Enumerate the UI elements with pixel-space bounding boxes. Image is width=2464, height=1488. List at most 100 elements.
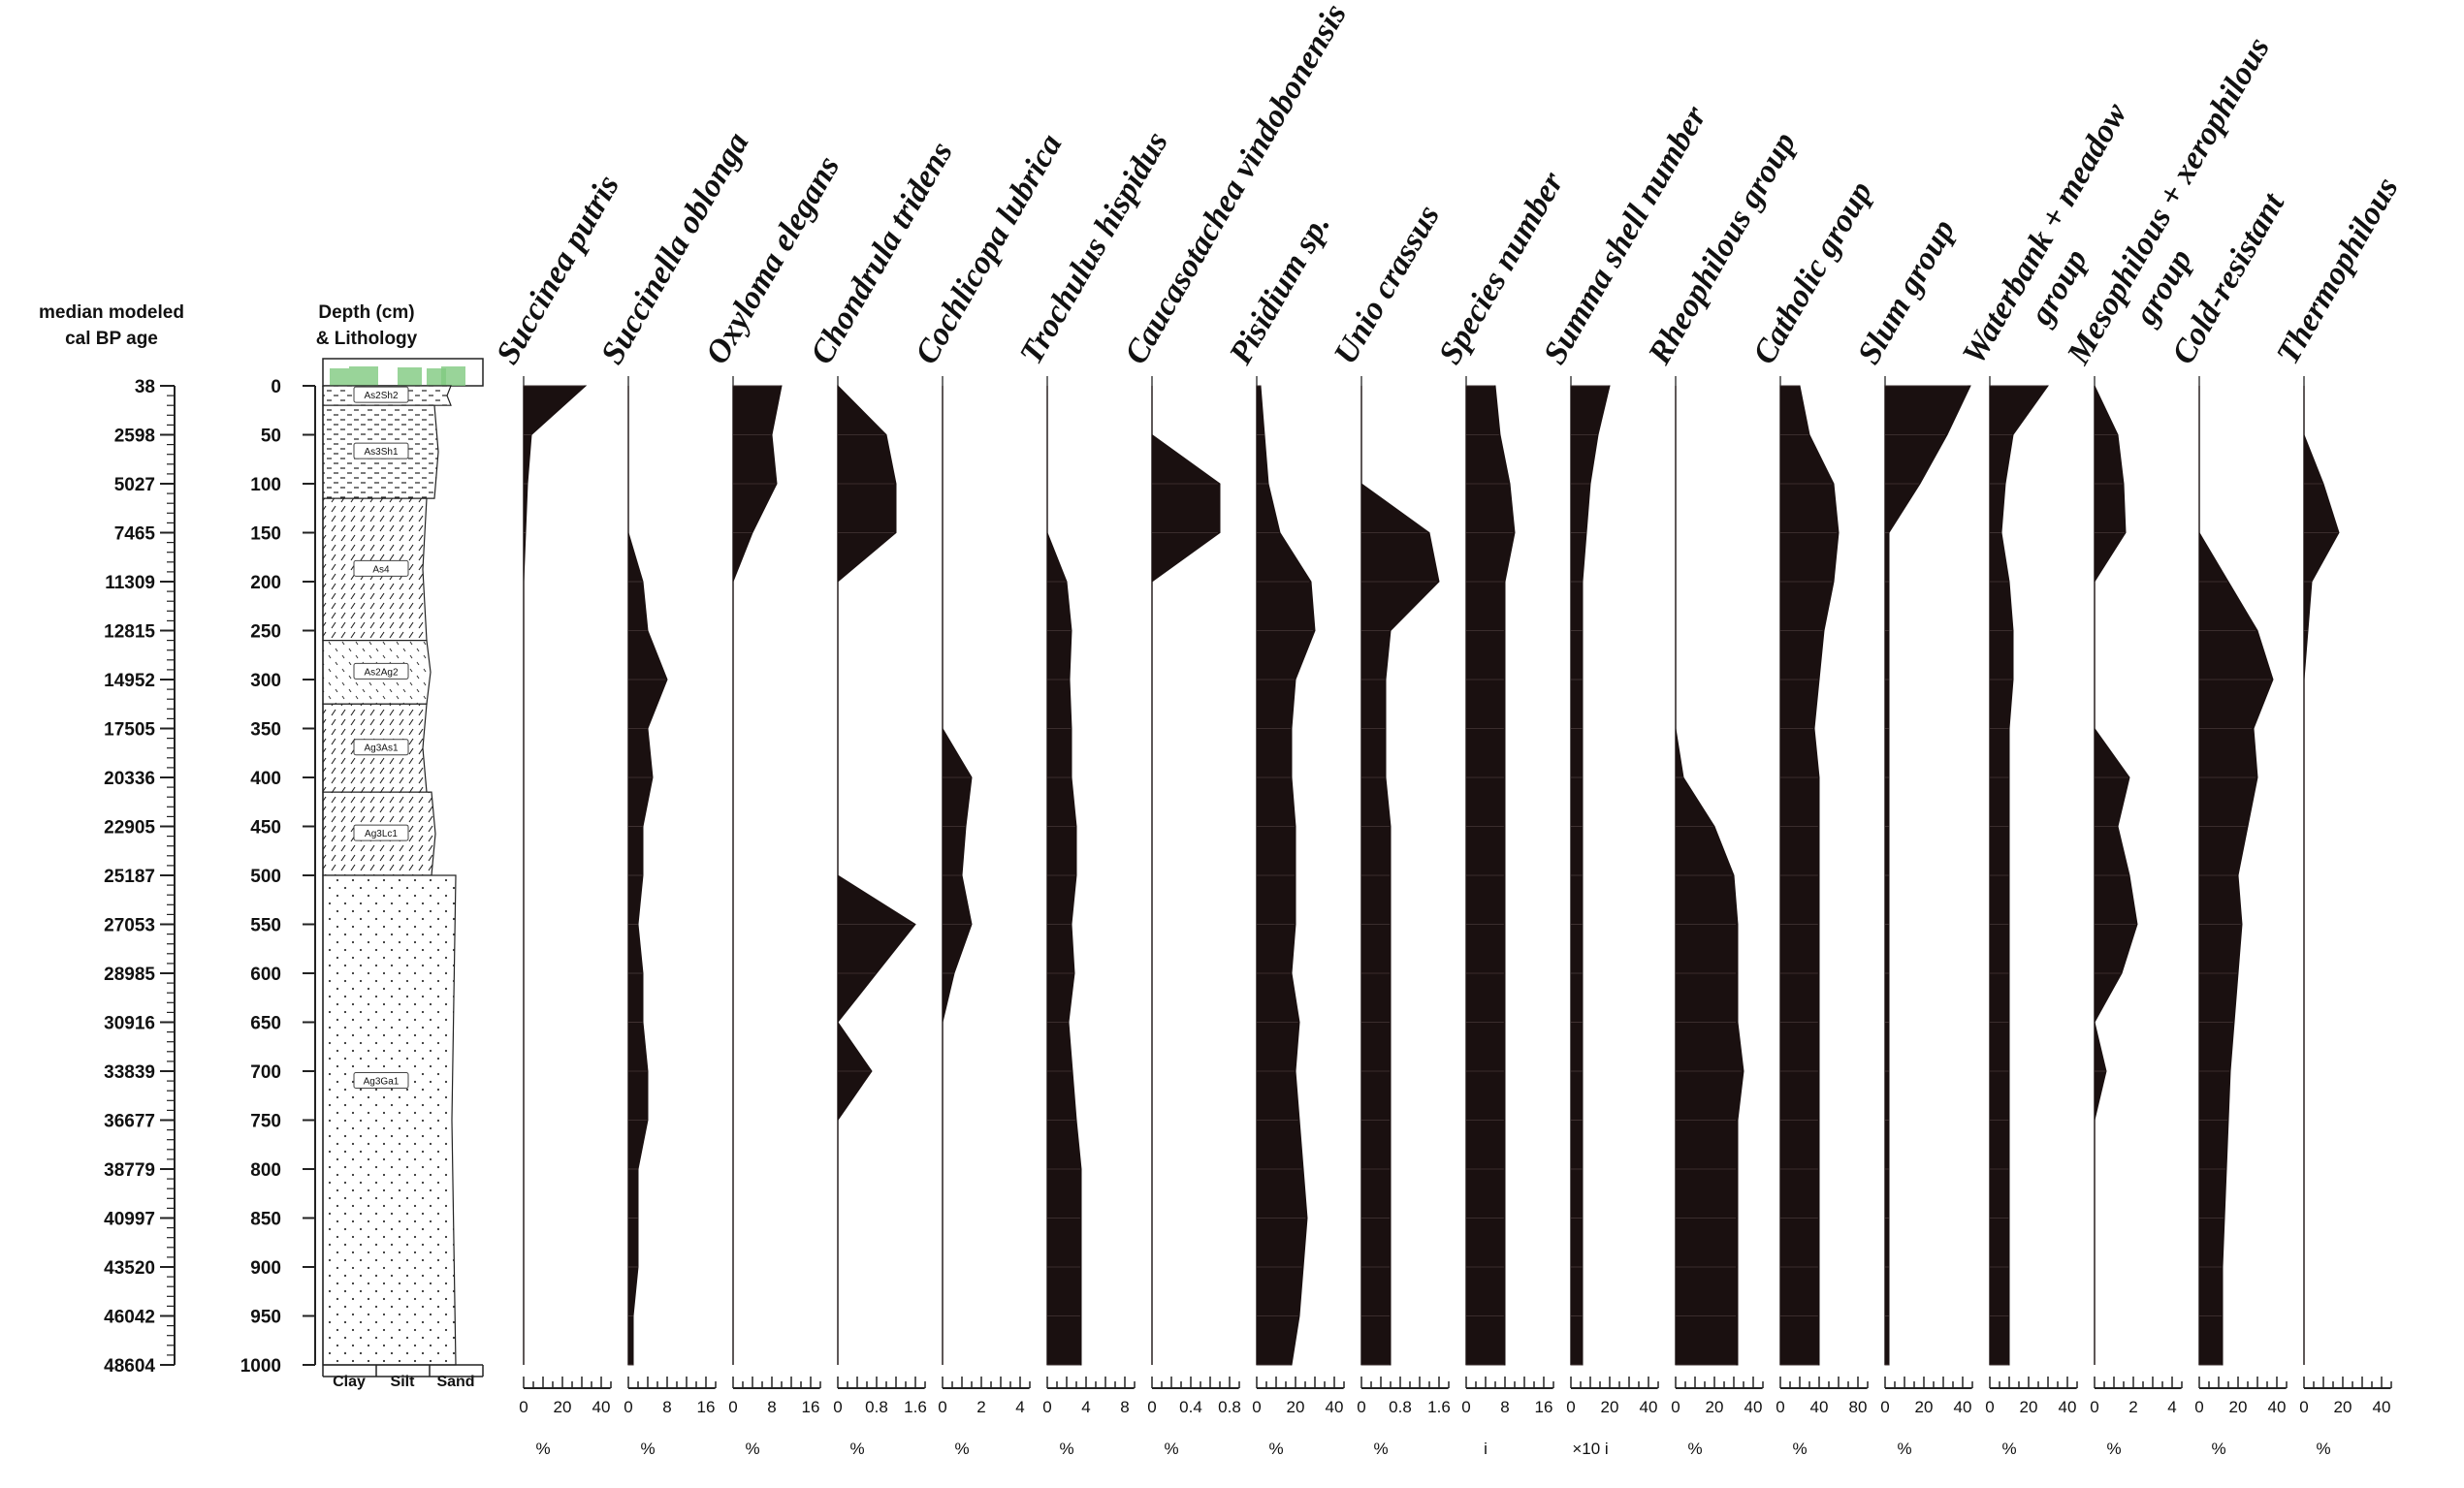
scale-tick-label: 0 (624, 1398, 632, 1416)
scale-tick-label: 40 (1640, 1398, 1658, 1416)
lithology-unit-label: As2Sh2 (364, 391, 398, 401)
scale-tick-label: 1.6 (1427, 1398, 1451, 1416)
panel-mesophilous-xerophilous-group: 0 2 4%Mesophilous + xerophilousgroup (2060, 32, 2277, 1458)
scale-unit: % (1373, 1440, 1388, 1458)
scale-tick-label: 0 (1147, 1398, 1156, 1416)
depth-label: 150 (250, 524, 281, 545)
scale-unit: % (849, 1440, 864, 1458)
scale-tick-label: 0 (2090, 1398, 2098, 1416)
age-label: 27053 (104, 916, 155, 936)
scale-tick-label: 0 (833, 1398, 842, 1416)
scale-unit: % (2001, 1440, 2016, 1458)
scale-unit: % (640, 1440, 655, 1458)
depth-label: 650 (250, 1014, 281, 1034)
scale-unit: % (1792, 1440, 1807, 1458)
scale-tick-label: 0 (2299, 1398, 2308, 1416)
lithology-unit-label-box (353, 386, 409, 403)
depth-label: 550 (250, 916, 281, 936)
scale-unit: % (1897, 1440, 1911, 1458)
scale-tick-label: 0 (1776, 1398, 1784, 1416)
scale-tick-label: 40 (1810, 1398, 1829, 1416)
age-label: 14952 (104, 671, 155, 691)
depth-label: 750 (250, 1112, 281, 1132)
scale-tick-label: 20 (2229, 1398, 2248, 1416)
scale-tick-label: 4 (1015, 1398, 1024, 1416)
scale-tick-label: 20 (2020, 1398, 2038, 1416)
age-label: 38 (135, 377, 155, 397)
depth-label: 0 (271, 377, 281, 397)
vegetation-mark (398, 367, 422, 386)
scale-tick-label: 0 (1985, 1398, 1994, 1416)
scale-tick-label: 0 (1252, 1398, 1261, 1416)
scale-tick-label: 4 (1081, 1398, 1090, 1416)
depth-label: 700 (250, 1062, 281, 1083)
scale-tick-label: 8 (1500, 1398, 1509, 1416)
series-title: Unio crassus (1328, 200, 1447, 370)
scale-unit: % (745, 1440, 759, 1458)
scale-tick-label: 0 (1566, 1398, 1575, 1416)
scale-unit: % (1687, 1440, 1702, 1458)
age-label: 25187 (104, 867, 155, 887)
scale-unit: % (535, 1440, 550, 1458)
lithology-col-silt: Silt (391, 1374, 416, 1390)
lithology-unit-label-box (353, 824, 409, 841)
scale-tick-label: 0 (1880, 1398, 1889, 1416)
depth-label: 950 (250, 1308, 281, 1328)
scale-tick-label: 40 (1954, 1398, 1972, 1416)
age-label: 46042 (104, 1308, 155, 1328)
series-title: Pisidium sp. (1222, 208, 1337, 371)
vegetation-mark (330, 368, 349, 386)
age-axis-header-line2: cal BP age (65, 329, 158, 349)
lithology-unit (322, 874, 457, 1366)
scale-tick-label: 0 (1461, 1398, 1470, 1416)
lithology-unit-label: Ag3As1 (364, 744, 398, 754)
scale-tick-label: 0 (1357, 1398, 1365, 1416)
scale-tick-label: 40 (2059, 1398, 2077, 1416)
scale-tick-label: 40 (1744, 1398, 1763, 1416)
depth-label: 250 (250, 622, 281, 643)
depth-label: 50 (261, 427, 281, 447)
depth-label: 1000 (240, 1356, 281, 1377)
scale-unit: % (2106, 1440, 2121, 1458)
panel-catholic-group: 0 40 80%Catholic group (1746, 175, 1879, 1458)
scale-tick-label: 0.8 (1218, 1398, 1241, 1416)
scale-tick-label: 0 (938, 1398, 946, 1416)
scale-tick-label: 20 (554, 1398, 572, 1416)
scale-tick-label: 1.6 (904, 1398, 927, 1416)
panel-slum-group: 0 20 40% Slum group (1851, 213, 1973, 1458)
series-title: Caucasotachea vindobonensis (1118, 0, 1354, 370)
scale-tick-label: 4 (2167, 1398, 2176, 1416)
scale-unit: % (2211, 1440, 2225, 1458)
lithology-unit-label: As4 (372, 564, 390, 575)
age-label: 17505 (104, 720, 155, 741)
age-label: 22905 (104, 818, 155, 839)
depth-axis-header-line1: Depth (cm) (318, 302, 414, 323)
panel-unio-crassus: 0 0.8 1.6% Unio crassus (1328, 200, 1451, 1458)
scale-tick-label: 0 (519, 1398, 528, 1416)
scale-tick-label: 80 (1849, 1398, 1868, 1416)
panel-thermophilous: 0 20 40% Thermophilous (2270, 172, 2406, 1458)
panel-succinea-putris: 0 20 40%Succinea putris (490, 170, 626, 1458)
depth-label: 300 (250, 671, 281, 691)
scale-tick-label: 40 (1326, 1398, 1344, 1416)
scale-tick-label: 0.8 (1389, 1398, 1412, 1416)
scale-unit: % (1164, 1440, 1178, 1458)
scale-tick-label: 16 (697, 1398, 716, 1416)
scale-tick-label: 20 (1915, 1398, 1934, 1416)
depth-label: 350 (250, 720, 281, 741)
depth-label: 500 (250, 867, 281, 887)
scale-tick-label: 8 (767, 1398, 776, 1416)
series-area (523, 385, 588, 1365)
depth-label: 400 (250, 769, 281, 789)
lithology-unit-label-box (353, 442, 409, 459)
scale-tick-label: 40 (592, 1398, 611, 1416)
scale-tick-label: 2 (976, 1398, 985, 1416)
lithology-unit-label-box (353, 1072, 409, 1089)
depth-axis: Depth (cm) & Lithology 0 50 100 150 200 250 30… (240, 302, 418, 1377)
scale-tick-label: 8 (1120, 1398, 1129, 1416)
depth-label: 100 (250, 475, 281, 495)
scale-unit: % (1059, 1440, 1073, 1458)
panel-cold-resistant: 0 20 40%Cold-resistant (2165, 186, 2292, 1458)
